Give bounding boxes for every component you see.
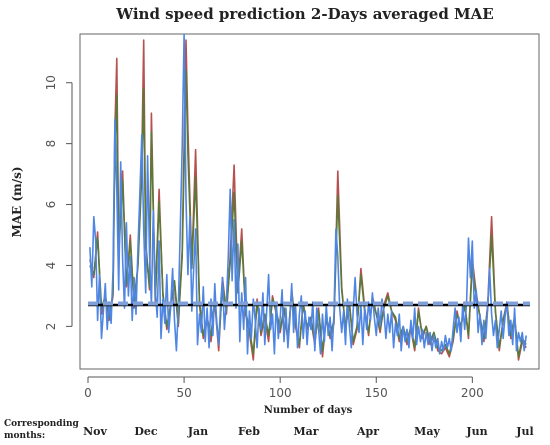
y-axis-label: MAE (m/s) <box>10 166 24 237</box>
x-tick-label: 100 <box>269 386 292 400</box>
month-label: Feb <box>238 425 260 438</box>
chart-title: Wind speed prediction 2-Days averaged MA… <box>115 5 493 23</box>
y-tick-label: 10 <box>44 75 58 90</box>
series-layer <box>88 33 530 361</box>
month-label: Jul <box>515 425 533 438</box>
months-label: Corresponding months: <box>4 419 80 441</box>
series-line-2 <box>89 69 527 358</box>
x-tick-label: 200 <box>461 386 484 400</box>
month-label: Mar <box>293 425 318 438</box>
plot-frame <box>79 33 540 370</box>
y-tick-label: 4 <box>44 262 58 270</box>
x-axis-label: Number of days <box>264 405 353 416</box>
x-tick-label: 150 <box>365 386 388 400</box>
x-axis: 0 50 100 150 200 <box>84 376 484 400</box>
months-label-line: months: <box>4 431 45 441</box>
months-label-line: Corresponding <box>4 419 80 429</box>
x-tick-label: 50 <box>176 386 191 400</box>
y-axis: 2 4 6 8 10 <box>44 75 73 331</box>
y-tick-label: 8 <box>44 140 58 148</box>
months-row: Nov Dec Jan Feb Mar Apr May Jun Jul <box>83 425 534 438</box>
y-tick-label: 2 <box>44 323 58 331</box>
series-line-1 <box>89 39 527 361</box>
y-tick-label: 6 <box>44 201 58 209</box>
month-label: Nov <box>83 425 107 438</box>
x-tick-label: 0 <box>84 386 92 400</box>
month-label: Jan <box>187 425 208 438</box>
month-label: Dec <box>134 425 158 438</box>
month-label: Apr <box>356 425 379 438</box>
month-label: Jun <box>465 425 487 438</box>
month-label: May <box>414 425 440 438</box>
